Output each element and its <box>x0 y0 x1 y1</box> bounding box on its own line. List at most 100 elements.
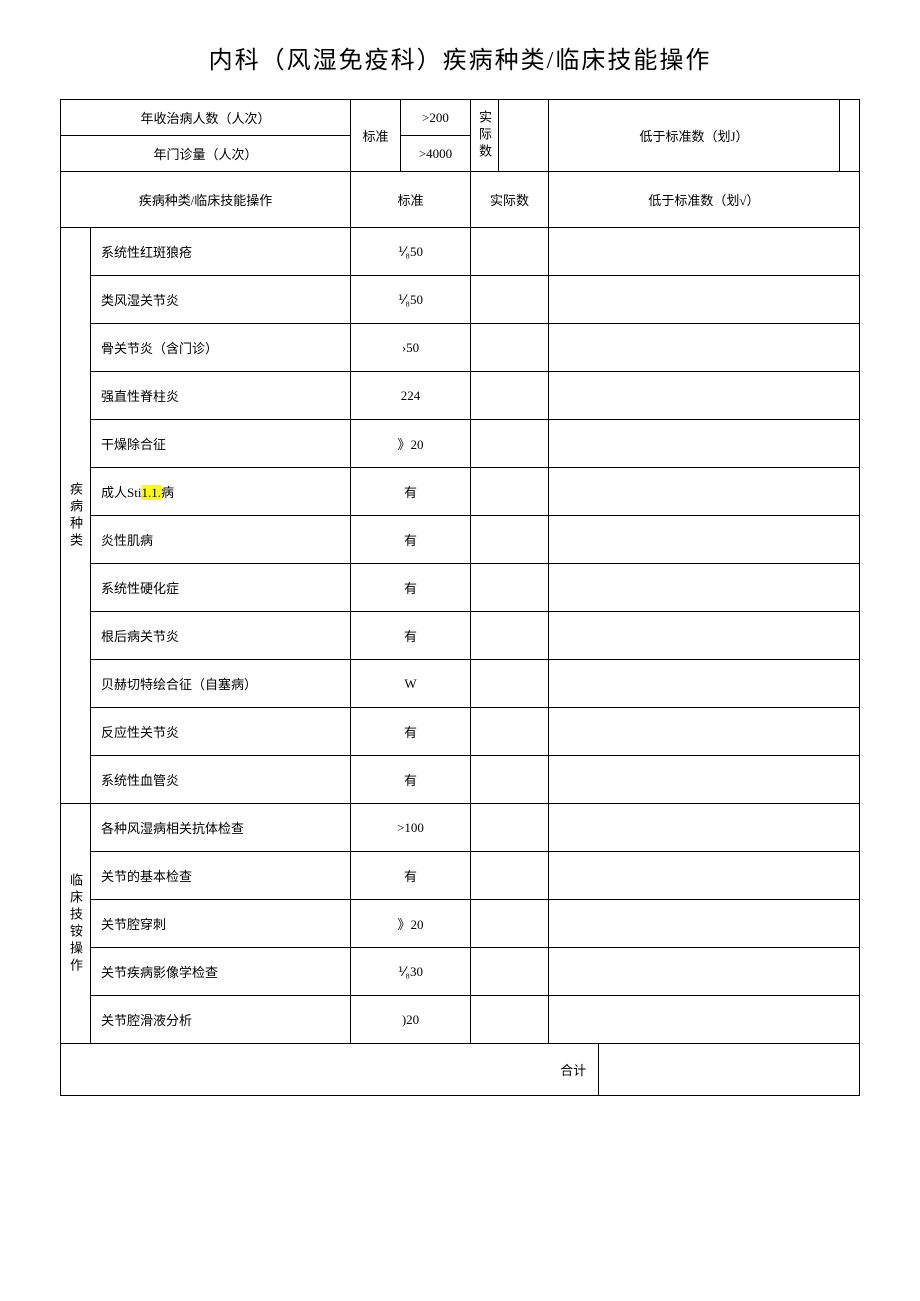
disease-actual <box>471 516 549 564</box>
skill-name: 关节的基本检查 <box>91 852 351 900</box>
skill-std: 》20 <box>351 900 471 948</box>
header-row1-label: 年收治病人数（人次） <box>61 100 351 136</box>
disease-std: 有 <box>351 612 471 660</box>
disease-std: 有 <box>351 516 471 564</box>
disease-name: 类风湿关节炎 <box>91 276 351 324</box>
skill-actual <box>471 804 549 852</box>
header-std-label: 标准 <box>351 100 401 172</box>
subheader-col4: 低于标准数（划√） <box>549 172 860 228</box>
table-row: 类风湿关节炎 ⅟₈50 <box>61 276 860 324</box>
header-below-label: 低于标准数（划J） <box>549 100 840 172</box>
skill-name: 关节腔滑液分析 <box>91 996 351 1044</box>
table-row: 关节疾病影像学检查 ⅟₈30 <box>61 948 860 996</box>
header-actual-label: 实际数 <box>471 100 499 172</box>
disease-name: 系统性血管炎 <box>91 756 351 804</box>
header-actual-cell <box>499 100 549 172</box>
disease-std: 有 <box>351 564 471 612</box>
skill-actual <box>471 852 549 900</box>
disease-actual <box>471 660 549 708</box>
skill-name: 各种风湿病相关抗体检查 <box>91 804 351 852</box>
disease-actual <box>471 468 549 516</box>
skill-name: 关节腔穿刺 <box>91 900 351 948</box>
subheader-col3: 实际数 <box>471 172 549 228</box>
disease-actual <box>471 276 549 324</box>
table-row: 疾病种类 系统性红斑狼疮 ⅟₈50 <box>61 228 860 276</box>
table-row: 贝赫切特绘合征（自塞病） W <box>61 660 860 708</box>
disease-name: 系统性硬化症 <box>91 564 351 612</box>
group2-label: 临床技铵操作 <box>61 804 91 1044</box>
disease-actual <box>471 420 549 468</box>
disease-below <box>549 420 860 468</box>
footer-total-cell <box>599 1044 860 1096</box>
footer-total-label: 合计 <box>549 1044 599 1096</box>
disease-name: 炎性肌病 <box>91 516 351 564</box>
table-row: 骨关节炎（含门诊） ›50 <box>61 324 860 372</box>
table-row: 系统性硬化症 有 <box>61 564 860 612</box>
highlight-text: 1.1. <box>141 485 161 500</box>
footer-row: 合计 <box>61 1044 860 1096</box>
disease-actual <box>471 564 549 612</box>
skill-std: )20 <box>351 996 471 1044</box>
disease-below <box>549 228 860 276</box>
disease-below <box>549 564 860 612</box>
disease-std: ⅟₈50 <box>351 228 471 276</box>
skill-below <box>549 900 860 948</box>
disease-actual <box>471 324 549 372</box>
disease-actual <box>471 612 549 660</box>
disease-name: 骨关节炎（含门诊） <box>91 324 351 372</box>
table-row: 关节的基本检查 有 <box>61 852 860 900</box>
disease-std: 224 <box>351 372 471 420</box>
disease-std: 有 <box>351 708 471 756</box>
skill-actual <box>471 900 549 948</box>
disease-std: 有 <box>351 468 471 516</box>
table-row: 成人Sti1.1.病 有 <box>61 468 860 516</box>
disease-std: W <box>351 660 471 708</box>
header-row2-label: 年门诊量（人次） <box>61 136 351 172</box>
skill-actual <box>471 948 549 996</box>
disease-name-hl: 成人Sti1.1.病 <box>91 468 351 516</box>
disease-below <box>549 660 860 708</box>
skill-below <box>549 852 860 900</box>
subheader-col2: 标准 <box>351 172 471 228</box>
disease-below <box>549 324 860 372</box>
disease-std: 有 <box>351 756 471 804</box>
table-row: 关节腔滑液分析 )20 <box>61 996 860 1044</box>
disease-below <box>549 276 860 324</box>
footer-spacer <box>61 1044 549 1096</box>
disease-below <box>549 468 860 516</box>
disease-name: 贝赫切特绘合征（自塞病） <box>91 660 351 708</box>
disease-name: 根后病关节炎 <box>91 612 351 660</box>
skill-std: >100 <box>351 804 471 852</box>
disease-actual <box>471 756 549 804</box>
page-title: 内科（风湿免疫科）疾病种类/临床技能操作 <box>60 40 860 75</box>
table-row: 临床技铵操作 各种风湿病相关抗体检查 >100 <box>61 804 860 852</box>
table-row: 强直性脊柱炎 224 <box>61 372 860 420</box>
disease-actual <box>471 708 549 756</box>
disease-std: 》20 <box>351 420 471 468</box>
skill-below <box>549 804 860 852</box>
disease-below <box>549 612 860 660</box>
table-row: 关节腔穿刺 》20 <box>61 900 860 948</box>
disease-name: 系统性红斑狼疮 <box>91 228 351 276</box>
table-row: 炎性肌病 有 <box>61 516 860 564</box>
header-std-val2: >4000 <box>401 136 471 172</box>
disease-below <box>549 756 860 804</box>
disease-below <box>549 708 860 756</box>
disease-name: 反应性关节炎 <box>91 708 351 756</box>
skill-std: ⅟₈30 <box>351 948 471 996</box>
table-row: 根后病关节炎 有 <box>61 612 860 660</box>
skill-below <box>549 996 860 1044</box>
disease-name: 强直性脊柱炎 <box>91 372 351 420</box>
disease-name: 干燥除合征 <box>91 420 351 468</box>
main-table: 年收治病人数（人次） 标准 >200 实际数 低于标准数（划J） 年门诊量（人次… <box>60 99 860 1096</box>
table-row: 干燥除合征 》20 <box>61 420 860 468</box>
skill-name: 关节疾病影像学检查 <box>91 948 351 996</box>
table-row: 系统性血管炎 有 <box>61 756 860 804</box>
skill-std: 有 <box>351 852 471 900</box>
header-std-val1: >200 <box>401 100 471 136</box>
disease-below <box>549 516 860 564</box>
subheader-col1: 疾病种类/临床技能操作 <box>61 172 351 228</box>
table-row: 反应性关节炎 有 <box>61 708 860 756</box>
skill-below <box>549 948 860 996</box>
group1-label: 疾病种类 <box>61 228 91 804</box>
